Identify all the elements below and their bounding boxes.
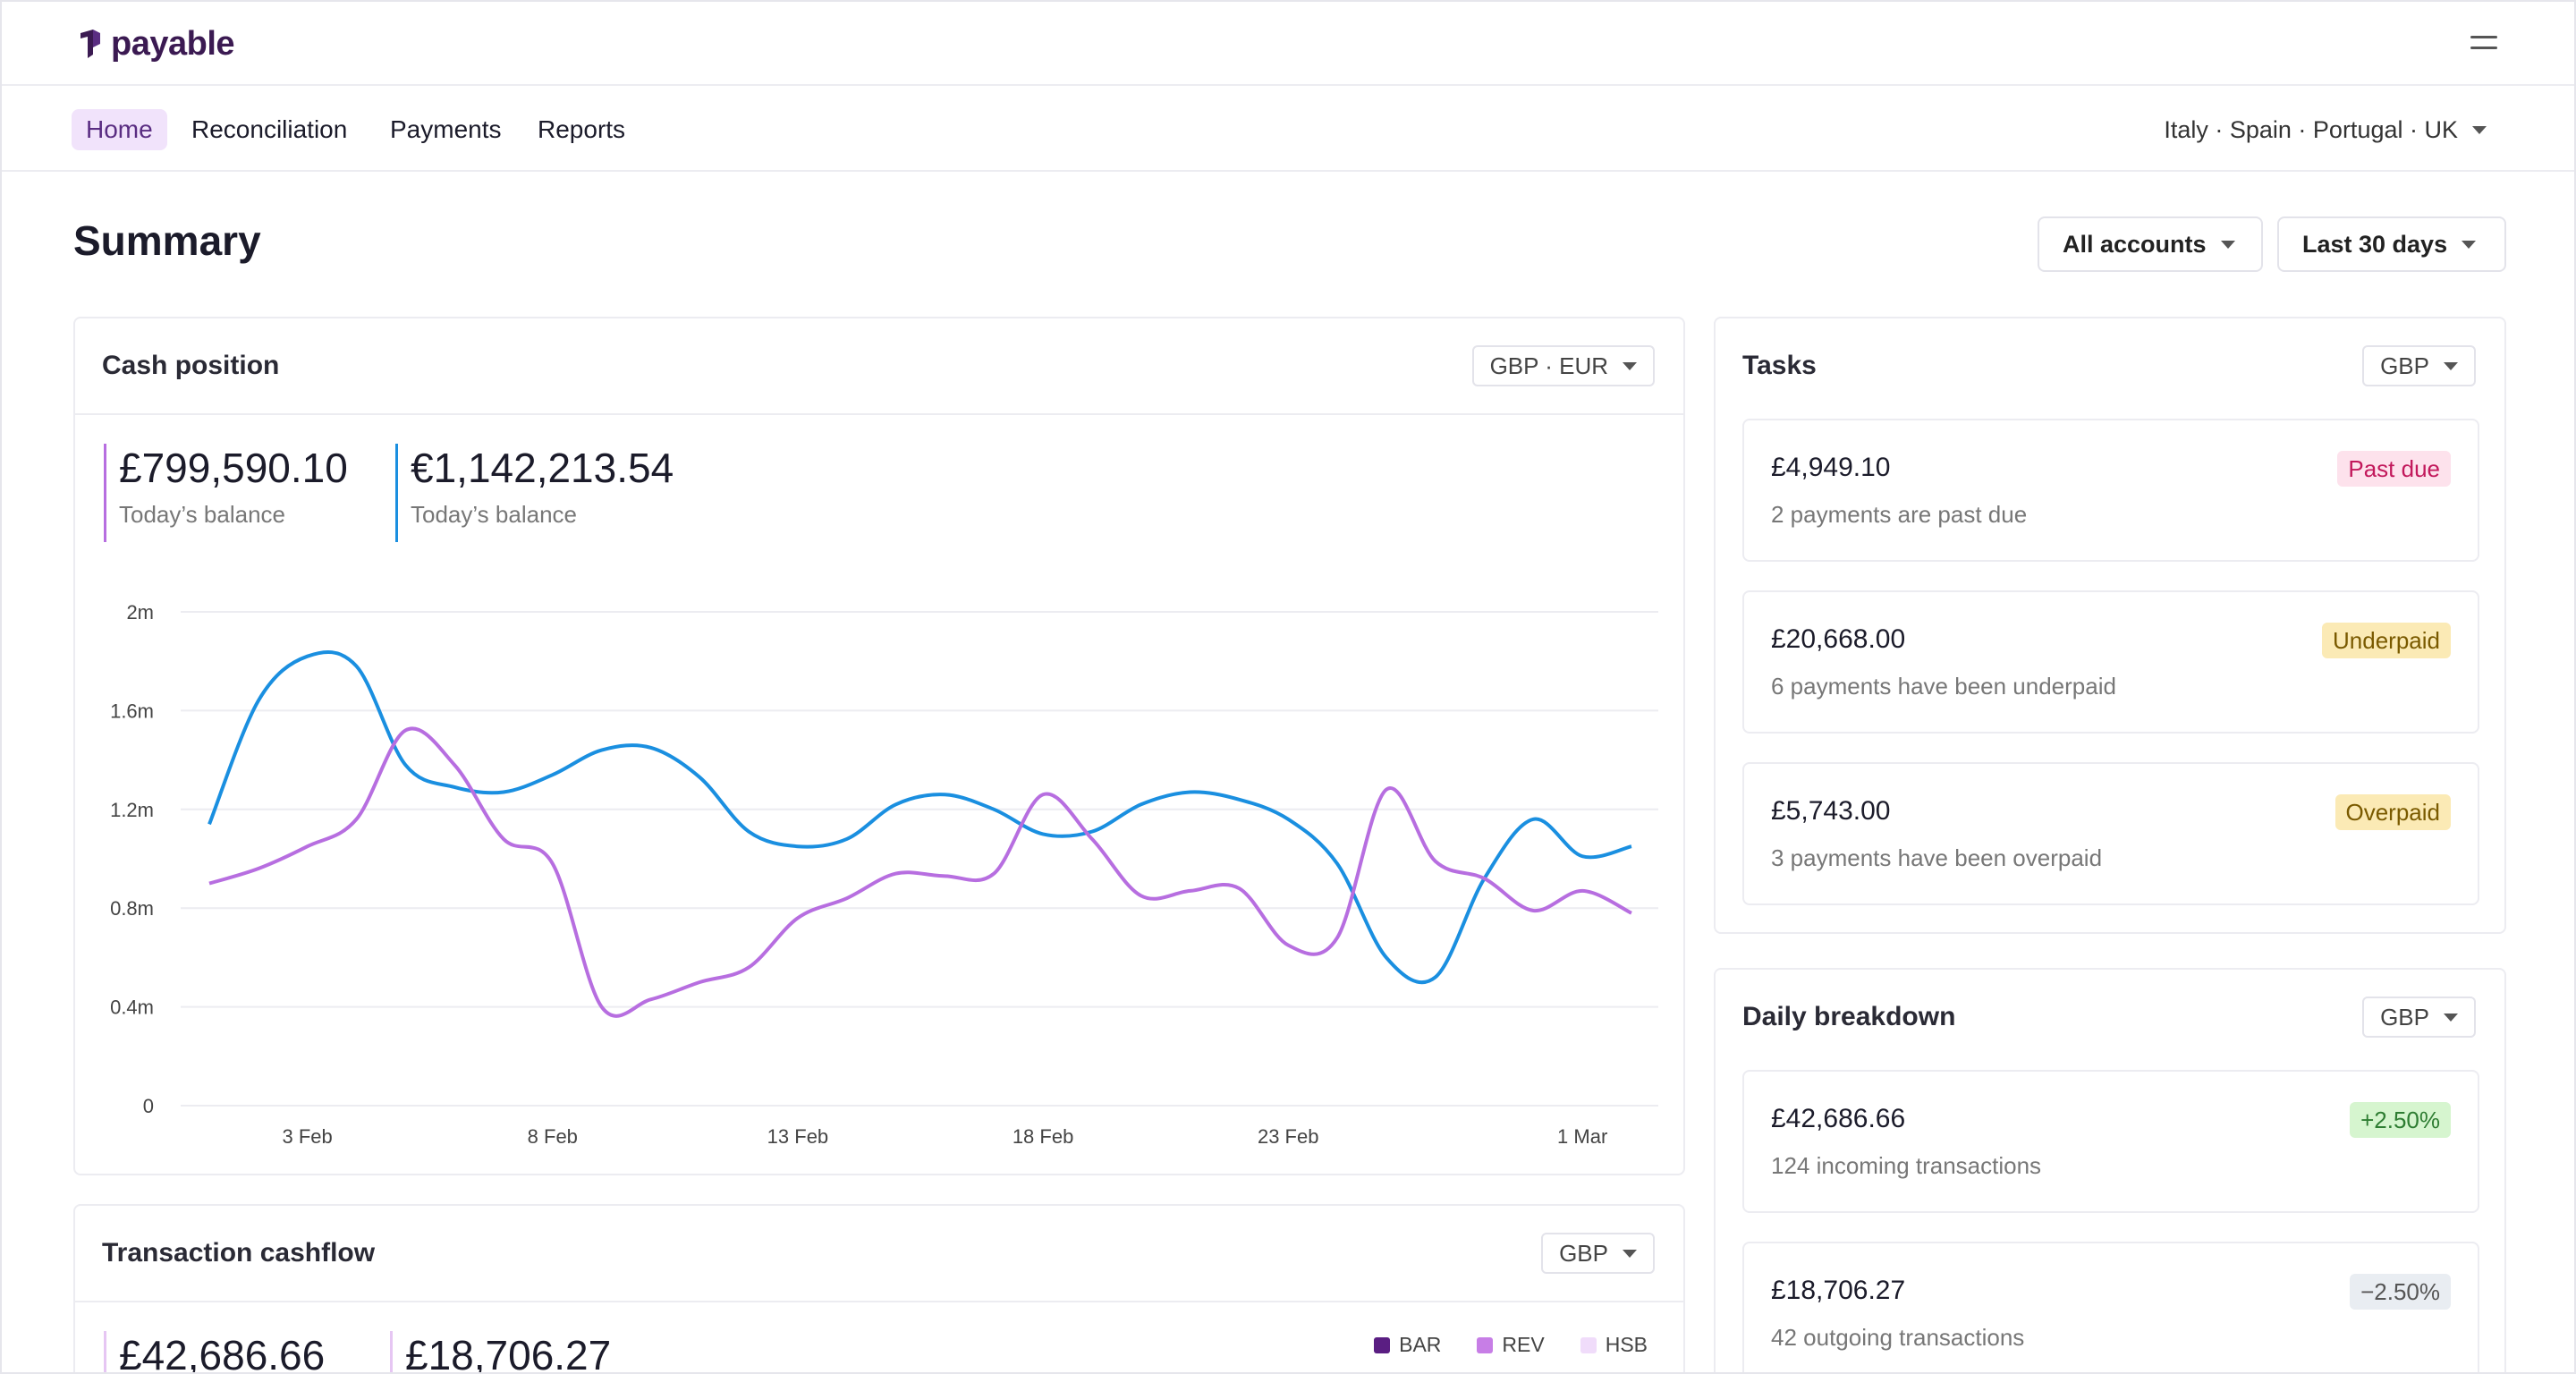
- transaction-cashflow-title: Transaction cashflow: [102, 1238, 376, 1268]
- cash-position-title: Cash position: [102, 351, 280, 380]
- legend-label-bar: BAR: [1399, 1333, 1442, 1356]
- daily-breakdown-title: Daily breakdown: [1742, 1002, 1956, 1031]
- daily-breakdown-currency-label: GBP: [2380, 1003, 2429, 1030]
- cash-position-card: Cash position GBP · EUR £799,590.10 Toda…: [73, 317, 1685, 1175]
- eur-balance-label: Today’s balance: [411, 501, 577, 528]
- region-selector[interactable]: Italy · Spain · Portugal · UK: [2164, 109, 2487, 150]
- breakdown-item[interactable]: £18,706.27 42 outgoing transactions −2.50%: [1742, 1242, 2479, 1372]
- transaction-cashflow-card: Transaction cashflow GBP £42,686.66 £18,…: [73, 1204, 1685, 1374]
- tasks-card: Tasks GBP £4,949.10 2 payments are past d…: [1714, 317, 2506, 934]
- nav-item-reports[interactable]: Reports: [538, 115, 626, 143]
- payable-logo-icon: [80, 30, 100, 58]
- cashflow-legend: BAR REV HSB: [1374, 1333, 1648, 1357]
- gbp-balance-amount: £799,590.10: [119, 445, 348, 491]
- breakdown-amount: £18,706.27: [1771, 1276, 1906, 1305]
- daily-breakdown-currency-select[interactable]: GBP: [2362, 997, 2476, 1038]
- x-tick-label: 8 Feb: [528, 1125, 578, 1148]
- y-tick-label: 1.6m: [110, 700, 154, 722]
- chevron-down-icon: [2462, 240, 2477, 249]
- y-tick-label: 1.2m: [110, 799, 154, 821]
- gbp-balance-label: Today’s balance: [119, 501, 285, 528]
- legend-swatch-rev: [1477, 1336, 1494, 1353]
- breakdown-item[interactable]: £42,686.66 124 incoming transactions +2.50…: [1742, 1070, 2479, 1213]
- gbp-balance: £799,590.10 Today’s balance: [104, 444, 348, 542]
- gbp-series-line: [208, 726, 1632, 1018]
- period-filter[interactable]: Last 30 days: [2277, 216, 2506, 272]
- period-filter-label: Last 30 days: [2302, 230, 2448, 258]
- status-badge: −2.50%: [2350, 1274, 2451, 1310]
- x-tick-label: 3 Feb: [283, 1125, 333, 1148]
- legend-swatch-hsb: [1580, 1336, 1597, 1353]
- legend-item-rev[interactable]: REV: [1477, 1333, 1545, 1357]
- main-nav: Home Reconciliation Payments Reports Ita…: [2, 88, 2574, 172]
- eur-balance: €1,142,213.54 Today’s balance: [395, 444, 674, 542]
- task-item[interactable]: £20,668.00 6 payments have been underpaid…: [1742, 590, 2479, 734]
- y-tick-label: 0.4m: [110, 997, 154, 1019]
- y-tick-label: 0.8m: [110, 897, 154, 920]
- task-item[interactable]: £4,949.10 2 payments are past due Past due: [1742, 419, 2479, 562]
- tasks-title: Tasks: [1742, 351, 1817, 380]
- task-amount: £4,949.10: [1771, 453, 1891, 482]
- nav-item-home[interactable]: Home: [72, 109, 167, 150]
- brand-name: payable: [111, 24, 235, 63]
- nav-item-payments[interactable]: Payments: [390, 115, 502, 143]
- chevron-down-icon: [1623, 1249, 1637, 1258]
- x-tick-label: 13 Feb: [767, 1125, 829, 1148]
- hamburger-menu-icon[interactable]: [2470, 34, 2497, 52]
- task-amount: £5,743.00: [1771, 796, 1891, 826]
- accounts-filter-label: All accounts: [2063, 230, 2207, 258]
- status-badge: Past due: [2337, 451, 2451, 487]
- cash-position-chart-svg: 0 0.4m 0.8m 1.2m 1.6m 2m 3 Feb 8 Feb 13 Feb 18 Fe…: [110, 601, 1658, 1148]
- x-tick-label: 1 Mar: [1557, 1125, 1607, 1148]
- legend-item-bar[interactable]: BAR: [1374, 1333, 1441, 1357]
- breakdown-description: 42 outgoing transactions: [1771, 1324, 2025, 1351]
- x-tick-label: 23 Feb: [1258, 1125, 1319, 1148]
- eur-balance-amount: €1,142,213.54: [411, 445, 674, 491]
- transaction-cashflow-currency-label: GBP: [1559, 1239, 1608, 1267]
- transaction-cashflow-currency-select[interactable]: GBP: [1541, 1233, 1655, 1274]
- region-selector-label: Italy · Spain · Portugal · UK: [2164, 116, 2458, 143]
- y-tick-label: 2m: [126, 601, 154, 623]
- status-badge: +2.50%: [2350, 1102, 2451, 1138]
- nav-item-reconciliation[interactable]: Reconciliation: [191, 115, 348, 143]
- status-badge: Underpaid: [2322, 623, 2451, 658]
- tasks-currency-label: GBP: [2380, 352, 2429, 379]
- cash-position-currency-label: GBP · EUR: [1489, 352, 1608, 379]
- outgoing-cashflow-total: £18,706.27: [390, 1331, 612, 1374]
- logo[interactable]: payable: [77, 20, 235, 68]
- legend-label-rev: REV: [1502, 1333, 1545, 1356]
- chevron-down-icon: [2444, 361, 2458, 370]
- task-description: 3 payments have been overpaid: [1771, 844, 2103, 871]
- outgoing-cashflow-amount: £18,706.27: [405, 1332, 612, 1374]
- transaction-cashflow-header: Transaction cashflow GBP: [75, 1206, 1683, 1302]
- eur-series-line: [208, 649, 1632, 985]
- breakdown-description: 124 incoming transactions: [1771, 1152, 2042, 1179]
- task-description: 6 payments have been underpaid: [1771, 673, 2116, 700]
- legend-swatch-bar: [1374, 1336, 1391, 1353]
- cash-position-currency-select[interactable]: GBP · EUR: [1471, 345, 1655, 386]
- incoming-cashflow-amount: £42,686.66: [119, 1332, 326, 1374]
- incoming-cashflow-total: £42,686.66: [104, 1331, 326, 1374]
- chevron-down-icon: [2472, 125, 2487, 134]
- daily-breakdown-card: Daily breakdown GBP £42,686.66 124 incomi…: [1714, 968, 2506, 1372]
- cash-position-header: Cash position GBP · EUR: [75, 318, 1683, 415]
- top-bar: payable: [2, 2, 2574, 86]
- chevron-down-icon: [2220, 240, 2235, 249]
- accounts-filter[interactable]: All accounts: [2038, 216, 2263, 272]
- legend-label-hsb: HSB: [1605, 1333, 1648, 1356]
- tasks-currency-select[interactable]: GBP: [2362, 345, 2476, 386]
- task-item[interactable]: £5,743.00 3 payments have been overpaid Ov…: [1742, 762, 2479, 905]
- x-tick-label: 18 Feb: [1013, 1125, 1074, 1148]
- chevron-down-icon: [2444, 1013, 2458, 1022]
- task-description: 2 payments are past due: [1771, 501, 2028, 528]
- page-title: Summary: [73, 217, 261, 264]
- legend-item-hsb[interactable]: HSB: [1580, 1333, 1648, 1357]
- status-badge: Overpaid: [2334, 794, 2451, 830]
- y-tick-label: 0: [143, 1095, 154, 1117]
- chevron-down-icon: [1623, 361, 1637, 370]
- task-amount: £20,668.00: [1771, 624, 1906, 654]
- breakdown-amount: £42,686.66: [1771, 1104, 1906, 1133]
